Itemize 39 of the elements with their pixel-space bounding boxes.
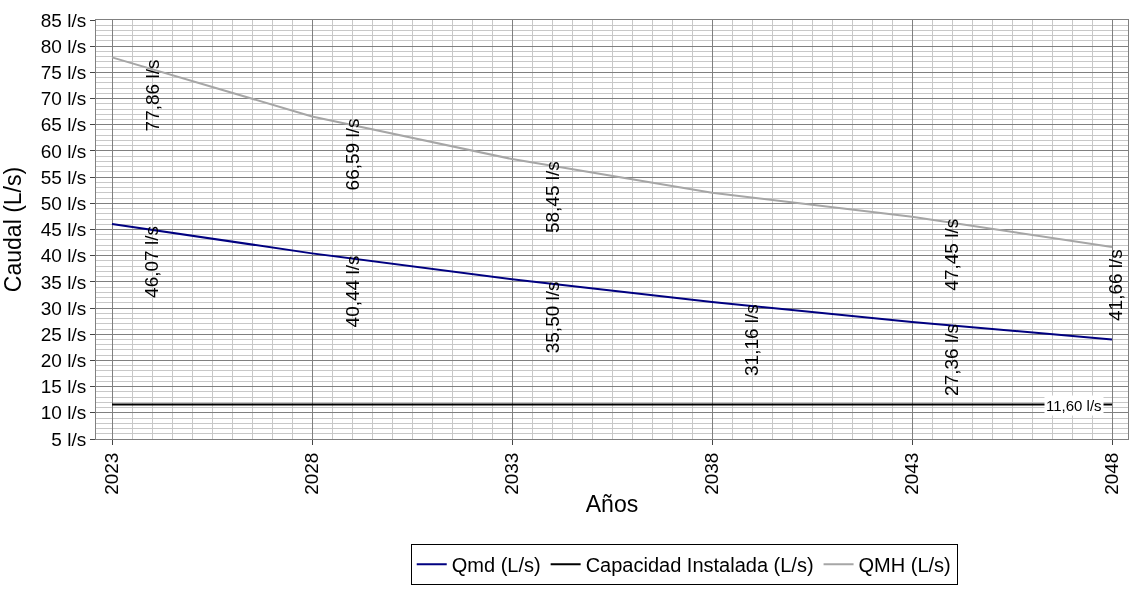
y-tick-label: 70 l/s [40,88,87,110]
legend-label: Qmd (L/s) [451,554,541,577]
data-label: 35,50 l/s [541,281,563,354]
y-tick-label: 75 l/s [40,62,87,84]
y-tick-label: 45 l/s [40,219,87,241]
y-tick-label: 10 l/s [40,402,87,424]
y-tick-label: 25 l/s [40,323,87,345]
legend-label: Capacidad Instalada (L/s) [585,554,814,577]
y-tick-label: 5 l/s [51,428,87,450]
x-axis-title: Años [585,491,639,518]
y-tick-label: 30 l/s [40,297,87,319]
data-label: 77,86 l/s [141,59,163,132]
data-label: 46,07 l/s [141,226,163,298]
data-label: 27,36 l/s [941,324,963,396]
x-tick-label: 2048 [1101,452,1123,495]
x-tick-label: 2023 [101,452,123,495]
y-tick-label: 65 l/s [40,114,87,136]
y-axis-title: Caudal (L/s) [0,166,26,293]
x-tick-label: 2033 [501,452,523,495]
x-tick-label: 2028 [301,452,323,495]
x-tick-label: 2043 [901,452,923,495]
legend-label: QMH (L/s) [858,554,951,577]
y-tick-label: 85 l/s [40,9,87,31]
y-tick-label: 55 l/s [40,166,87,188]
data-label: 11,60 l/s [1046,397,1102,414]
data-label: 66,59 l/s [341,118,363,191]
data-label: 47,45 l/s [941,218,963,291]
data-label: 40,44 l/s [341,255,363,328]
y-tick-label: 50 l/s [40,192,87,214]
y-tick-label: 15 l/s [40,376,87,398]
data-label: 58,45 l/s [541,161,563,234]
y-tick-label: 40 l/s [40,245,87,267]
y-tick-label: 35 l/s [40,271,87,293]
y-tick-label: 80 l/s [40,35,87,57]
y-tick-label: 60 l/s [40,140,87,162]
y-tick-label: 20 l/s [40,350,87,372]
x-tick-label: 2038 [701,452,723,495]
data-label: 41,66 l/s [1105,249,1127,321]
data-label: 31,16 l/s [741,304,763,376]
